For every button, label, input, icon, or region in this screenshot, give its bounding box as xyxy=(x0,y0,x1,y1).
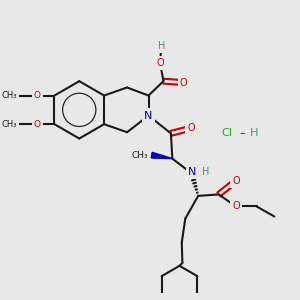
Text: O: O xyxy=(34,91,41,100)
Text: H: H xyxy=(250,128,259,138)
Text: O: O xyxy=(34,120,41,129)
Text: H: H xyxy=(202,167,210,177)
Text: CH₃: CH₃ xyxy=(2,120,17,129)
Text: CH₃: CH₃ xyxy=(132,151,148,160)
Text: CH₃: CH₃ xyxy=(2,91,17,100)
Text: O: O xyxy=(180,78,187,88)
Text: O: O xyxy=(232,176,240,186)
Text: Cl: Cl xyxy=(221,128,233,138)
Text: O: O xyxy=(187,123,195,133)
Text: O: O xyxy=(156,58,164,68)
Text: O: O xyxy=(232,202,240,212)
Text: N: N xyxy=(144,111,153,121)
Text: –: – xyxy=(239,128,245,138)
Text: H: H xyxy=(158,41,165,51)
Text: N: N xyxy=(188,167,196,177)
Polygon shape xyxy=(151,152,172,159)
